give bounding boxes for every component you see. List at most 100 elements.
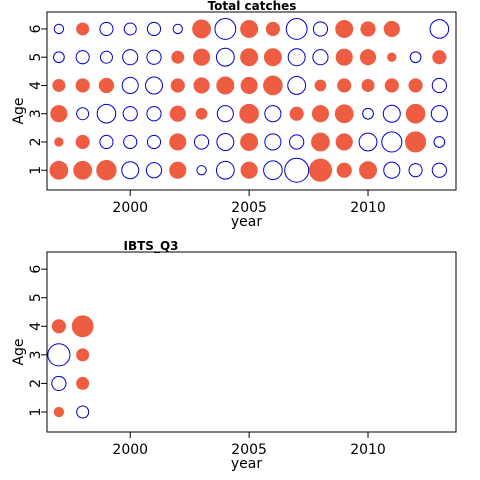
bubble-positive bbox=[169, 133, 187, 151]
bubble-negative bbox=[264, 105, 282, 123]
bubble-positive bbox=[73, 160, 93, 180]
bubble-positive bbox=[360, 21, 376, 37]
bubble-positive bbox=[54, 137, 64, 147]
bubble-positive bbox=[193, 77, 210, 94]
x-tick-label: 2005 bbox=[231, 442, 267, 458]
bubble-negative bbox=[121, 76, 139, 95]
bubble-negative bbox=[287, 48, 306, 67]
bubble-positive bbox=[170, 78, 185, 93]
bubble-positive bbox=[50, 105, 68, 123]
bubble-positive bbox=[76, 348, 90, 362]
bubble-positive bbox=[311, 105, 330, 123]
y-tick-label: 4 bbox=[28, 322, 44, 331]
x-tick-label: 2005 bbox=[231, 200, 267, 216]
bubble-negative bbox=[312, 21, 329, 37]
bubble-positive bbox=[337, 78, 352, 93]
bubble-negative bbox=[53, 23, 65, 35]
bubble-negative bbox=[264, 133, 282, 151]
bubble-negative bbox=[146, 49, 162, 65]
bubble-negative bbox=[99, 21, 114, 37]
bubble-positive bbox=[240, 48, 259, 67]
y-tick-label: 6 bbox=[28, 265, 44, 274]
bubble-negative bbox=[431, 162, 447, 178]
bubble-positive bbox=[96, 160, 117, 181]
bubble-negative bbox=[215, 160, 235, 180]
y-tick-label: 4 bbox=[28, 81, 44, 90]
bubble-positive bbox=[308, 158, 333, 182]
bubble-positive bbox=[384, 78, 399, 93]
bubble-positive bbox=[311, 132, 330, 152]
bubble-positive bbox=[195, 107, 208, 120]
bubble-positive bbox=[359, 49, 377, 66]
bubble-positive bbox=[263, 75, 283, 96]
chart-title: IBTS_Q3 bbox=[124, 239, 179, 254]
bubble-positive bbox=[76, 376, 90, 390]
bubble-positive bbox=[52, 78, 66, 92]
x-tick-label: 2010 bbox=[350, 200, 386, 216]
x-tick-label: 2010 bbox=[350, 442, 386, 458]
bubble-negative bbox=[146, 106, 162, 122]
bubble-positive bbox=[387, 52, 397, 62]
bubble-positive bbox=[240, 76, 258, 95]
bubble-negative bbox=[263, 160, 283, 181]
bubble-positive bbox=[405, 103, 426, 124]
bubble-positive bbox=[98, 77, 115, 94]
x-axis-label: year bbox=[231, 214, 262, 230]
bubble-positive bbox=[240, 132, 259, 151]
bubble-positive bbox=[171, 50, 185, 64]
bubble-negative bbox=[382, 104, 401, 123]
bubble-negative bbox=[76, 107, 90, 121]
bubble-negative bbox=[123, 134, 138, 150]
bubble-positive bbox=[335, 48, 353, 66]
plot-frame bbox=[46, 251, 457, 433]
bubble-negative bbox=[429, 19, 450, 39]
bubble-negative bbox=[215, 47, 235, 67]
bubble-positive bbox=[193, 48, 211, 66]
x-tick-label: 2000 bbox=[112, 442, 148, 458]
bubble-negative bbox=[284, 157, 310, 183]
bubble-negative bbox=[122, 106, 138, 122]
bubble-positive bbox=[408, 78, 423, 93]
bubble-negative bbox=[287, 76, 307, 95]
bubble-positive bbox=[335, 133, 353, 151]
bubble-positive bbox=[405, 131, 427, 153]
y-axis-label: Age bbox=[11, 97, 27, 124]
bubble-positive bbox=[432, 50, 447, 65]
x-tick-label: 2000 bbox=[112, 200, 148, 216]
x-axis-label: year bbox=[231, 456, 262, 472]
y-axis-label: Age bbox=[11, 338, 27, 365]
bubble-negative bbox=[146, 134, 162, 150]
bubble-negative bbox=[383, 161, 401, 179]
bubble-negative bbox=[431, 77, 447, 94]
y-tick-label: 6 bbox=[28, 24, 44, 33]
bubble-negative bbox=[145, 162, 163, 179]
bubble-negative bbox=[409, 51, 422, 64]
bubble-positive bbox=[334, 104, 354, 124]
bubble-positive bbox=[51, 319, 66, 334]
bubble-negative bbox=[172, 23, 183, 35]
bubble-positive bbox=[383, 20, 400, 38]
bubble-negative bbox=[362, 107, 374, 120]
y-tick-label: 5 bbox=[28, 293, 44, 302]
bubble-positive bbox=[53, 406, 65, 418]
bubble-positive bbox=[359, 161, 378, 180]
y-tick-label: 5 bbox=[28, 53, 44, 62]
bubble-negative bbox=[193, 134, 210, 150]
bubble-negative bbox=[430, 105, 448, 123]
y-tick-label: 1 bbox=[28, 408, 44, 417]
bubble-positive bbox=[76, 22, 90, 36]
bubble-negative bbox=[51, 375, 67, 392]
bubble-positive bbox=[239, 103, 259, 124]
y-tick-label: 3 bbox=[28, 350, 44, 359]
bubble-negative bbox=[122, 49, 139, 66]
bubble-positive bbox=[169, 105, 186, 122]
bubble-positive bbox=[192, 19, 211, 39]
chart-title: Total catches bbox=[208, 0, 297, 13]
bubble-negative bbox=[408, 163, 423, 178]
bubble-positive bbox=[75, 78, 90, 93]
bubble-negative bbox=[289, 134, 305, 150]
bubble-negative bbox=[145, 76, 163, 95]
bubble-negative bbox=[312, 49, 329, 66]
bubble-positive bbox=[240, 19, 259, 38]
bubble-negative bbox=[285, 18, 308, 40]
